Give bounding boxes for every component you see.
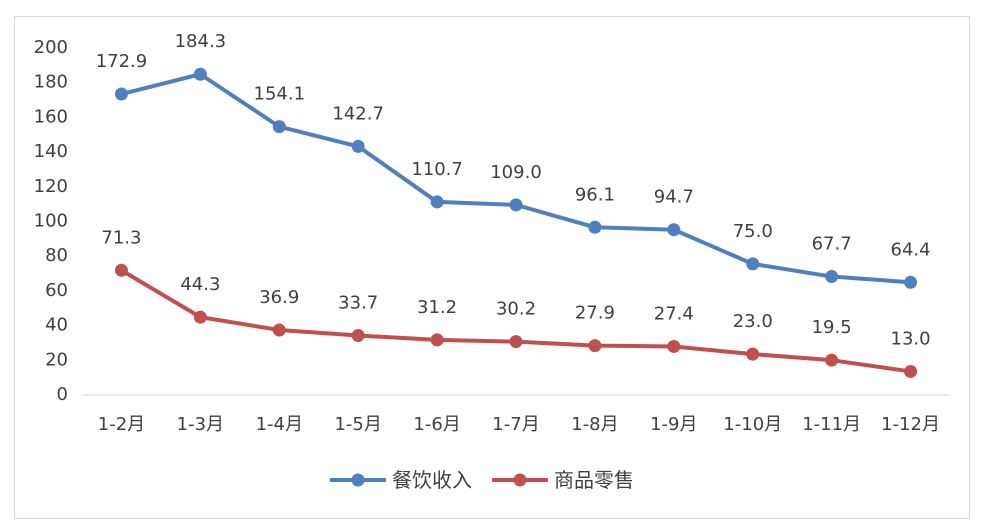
data-point <box>667 223 681 237</box>
data-label: 109.0 <box>490 162 542 183</box>
x-tick-label: 1-5月 <box>334 414 381 435</box>
data-point <box>193 67 207 81</box>
data-label: 27.4 <box>654 303 694 324</box>
data-point <box>351 329 365 343</box>
data-point <box>509 335 523 349</box>
x-tick-label: 1-4月 <box>256 414 303 435</box>
data-label: 13.0 <box>891 328 931 349</box>
y-tick-label: 200 <box>34 37 68 58</box>
chart-frame <box>14 16 970 519</box>
data-point <box>746 347 760 361</box>
y-tick-label: 100 <box>34 211 68 232</box>
data-label: 110.7 <box>411 159 463 180</box>
data-label: 154.1 <box>254 84 306 105</box>
data-label: 31.2 <box>417 297 457 318</box>
data-label: 23.0 <box>733 311 773 332</box>
series-line <box>120 268 911 374</box>
data-point <box>904 275 918 289</box>
y-tick-label: 20 <box>45 349 68 370</box>
x-tick-label: 1-12月 <box>881 414 940 435</box>
data-label: 172.9 <box>96 51 148 72</box>
data-point <box>904 364 918 378</box>
x-tick-label: 1-2月 <box>98 414 145 435</box>
data-point <box>825 270 839 284</box>
data-point <box>272 323 286 337</box>
x-tick-label: 1-9月 <box>650 414 697 435</box>
data-point <box>430 333 444 347</box>
x-tick-label: 1-8月 <box>571 414 618 435</box>
data-label: 75.0 <box>733 221 773 242</box>
x-tick-label: 1-11月 <box>802 414 861 435</box>
y-tick-label: 120 <box>34 176 68 197</box>
data-point <box>825 353 839 367</box>
data-label: 44.3 <box>180 274 220 295</box>
data-point <box>114 263 128 277</box>
data-label: 64.4 <box>891 239 931 260</box>
data-label: 67.7 <box>812 234 852 255</box>
legend-marker <box>351 473 365 487</box>
y-tick-label: 80 <box>45 245 68 266</box>
legend-marker <box>513 473 527 487</box>
data-label: 19.5 <box>812 317 852 338</box>
x-tick-label: 1-10月 <box>723 414 782 435</box>
y-tick-label: 160 <box>34 106 68 127</box>
data-label: 184.3 <box>175 31 227 52</box>
legend-label: 餐饮收入 <box>392 468 472 492</box>
data-label: 94.7 <box>654 187 694 208</box>
y-tick-label: 40 <box>45 315 68 336</box>
y-tick-label: 60 <box>45 280 68 301</box>
data-point <box>193 310 207 324</box>
data-point <box>430 195 444 209</box>
data-label: 36.9 <box>259 287 299 308</box>
data-point <box>588 339 602 353</box>
data-point <box>114 87 128 101</box>
data-point <box>746 257 760 271</box>
data-label: 142.7 <box>332 103 384 124</box>
data-point <box>272 120 286 134</box>
x-tick-label: 1-3月 <box>177 414 224 435</box>
data-label: 96.1 <box>575 184 615 205</box>
data-point <box>667 339 681 353</box>
y-tick-label: 140 <box>34 141 68 162</box>
data-label: 71.3 <box>101 227 141 248</box>
data-label: 33.7 <box>338 293 378 314</box>
x-tick-label: 1-7月 <box>492 414 539 435</box>
x-tick-label: 1-6月 <box>413 414 460 435</box>
y-tick-label: 0 <box>57 384 68 405</box>
data-point <box>588 220 602 234</box>
data-label: 30.2 <box>496 299 536 320</box>
y-tick-label: 180 <box>34 72 68 93</box>
data-point <box>351 139 365 153</box>
data-point <box>509 198 523 212</box>
data-label: 27.9 <box>575 303 615 324</box>
legend-label: 商品零售 <box>554 468 634 492</box>
